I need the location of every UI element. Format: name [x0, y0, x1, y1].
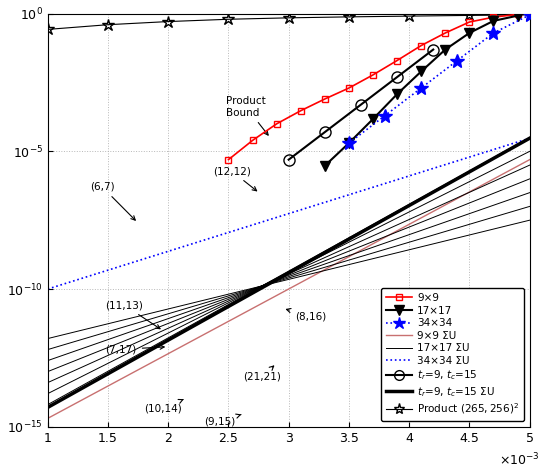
tr=9 tc=15 SU [526, 135, 533, 141]
34x34 SU [46, 286, 53, 291]
9x9 SU [481, 181, 488, 187]
Line: 34x34 SU: 34x34 SU [48, 138, 530, 289]
Product $(265, 256)^2$ [165, 19, 172, 25]
Product $(265, 256)^2$ [105, 22, 111, 27]
17x17 SU [330, 244, 336, 249]
9x9 [298, 108, 304, 114]
17x17 [442, 47, 449, 52]
Product $(265, 256)^2$ [346, 14, 352, 20]
17x17 [466, 30, 473, 36]
17x17 [370, 116, 376, 122]
9x9 [394, 58, 401, 63]
Text: $\times 10^{-3}$: $\times 10^{-3}$ [499, 451, 539, 468]
9x9 SU [45, 415, 51, 421]
9x9 SU [340, 257, 346, 263]
9x9 [442, 30, 449, 36]
34x34 [346, 140, 352, 146]
tr=9 tc=15 SU [340, 240, 346, 245]
9x9 SU [451, 197, 457, 203]
9x9 SU [46, 415, 53, 421]
tr=9 tc=15 [358, 102, 364, 108]
34x34 [526, 12, 533, 18]
tr=9 tc=15 SU [331, 244, 338, 250]
9x9 SU [526, 157, 533, 162]
tr=9 tc=15 [286, 157, 292, 162]
tr=9 tc=15 [322, 129, 328, 135]
9x9 [274, 121, 280, 126]
17x17 SU [451, 177, 457, 182]
34x34 SU [340, 194, 346, 200]
tr=9 tc=15 SU [46, 404, 53, 409]
Line: 17x17 SU: 17x17 SU [48, 138, 530, 405]
17x17 SU [45, 402, 51, 407]
tr=9 tc=15 SU [45, 405, 51, 410]
17x17 SU [481, 160, 488, 166]
Line: 9x9 SU: 9x9 SU [48, 160, 530, 418]
Text: Product
Bound: Product Bound [226, 96, 268, 135]
9x9 [249, 138, 256, 143]
Product $(265, 256)^2$ [406, 13, 413, 19]
17x17 [322, 163, 328, 169]
9x9 [346, 85, 352, 91]
17x17 [394, 91, 401, 97]
Legend: 9×9, 17×17, 34×34, 9×9 ΣU, 17×17 ΣU, 34×34 ΣU, $t_r$=9, $t_c$=15, $t_r$=9, $t_c$: 9×9, 17×17, 34×34, 9×9 ΣU, 17×17 ΣU, 34×… [380, 288, 524, 421]
17x17 [346, 140, 352, 146]
Product $(265, 256)^2$ [466, 13, 473, 18]
Line: tr=9 tc=15 SU: tr=9 tc=15 SU [48, 138, 530, 407]
Line: Product $(265, 256)^2$: Product $(265, 256)^2$ [41, 8, 536, 36]
Line: 17x17: 17x17 [320, 11, 523, 171]
Text: (12,12): (12,12) [213, 166, 257, 191]
Text: (21,21): (21,21) [243, 366, 281, 382]
Line: 34x34: 34x34 [342, 8, 536, 150]
34x34 [490, 30, 496, 36]
9x9 [514, 11, 521, 17]
Line: 9x9: 9x9 [225, 11, 521, 163]
9x9 [466, 19, 473, 25]
Text: (7,17): (7,17) [106, 345, 164, 354]
17x17 [490, 18, 496, 24]
9x9 SU [330, 262, 336, 268]
Text: (10,14): (10,14) [144, 399, 183, 413]
17x17 SU [340, 238, 346, 244]
tr=9 tc=15 SU [330, 245, 336, 251]
17x17 SU [526, 135, 533, 141]
Text: (11,13): (11,13) [106, 300, 160, 329]
34x34 SU [45, 286, 51, 292]
34x34 [418, 85, 425, 91]
34x34 SU [526, 135, 533, 141]
tr=9 tc=15 SU [481, 160, 488, 166]
Text: (6,7): (6,7) [90, 182, 135, 220]
17x17 [514, 13, 521, 18]
Text: (9,15): (9,15) [204, 414, 241, 427]
34x34 SU [481, 150, 488, 155]
17x17 [418, 68, 425, 74]
9x9 [418, 42, 425, 48]
9x9 SU [331, 261, 338, 267]
34x34 SU [331, 196, 338, 202]
Product $(265, 256)^2$ [286, 15, 292, 21]
tr=9 tc=15 [394, 74, 401, 80]
tr=9 tc=15 [430, 47, 437, 52]
9x9 [370, 72, 376, 78]
Product $(265, 256)^2$ [225, 17, 232, 22]
9x9 [490, 14, 496, 20]
Product $(265, 256)^2$ [45, 26, 51, 32]
Text: (8,16): (8,16) [287, 309, 326, 321]
9x9 [322, 96, 328, 102]
17x17 SU [331, 243, 338, 248]
34x34 SU [330, 197, 336, 202]
tr=9 tc=15 SU [451, 178, 457, 184]
34x34 [454, 58, 461, 63]
34x34 SU [451, 159, 457, 165]
Product $(265, 256)^2$ [526, 12, 533, 18]
9x9 [225, 157, 232, 162]
34x34 [382, 113, 389, 118]
17x17 SU [46, 401, 53, 406]
Line: tr=9 tc=15: tr=9 tc=15 [283, 44, 439, 165]
